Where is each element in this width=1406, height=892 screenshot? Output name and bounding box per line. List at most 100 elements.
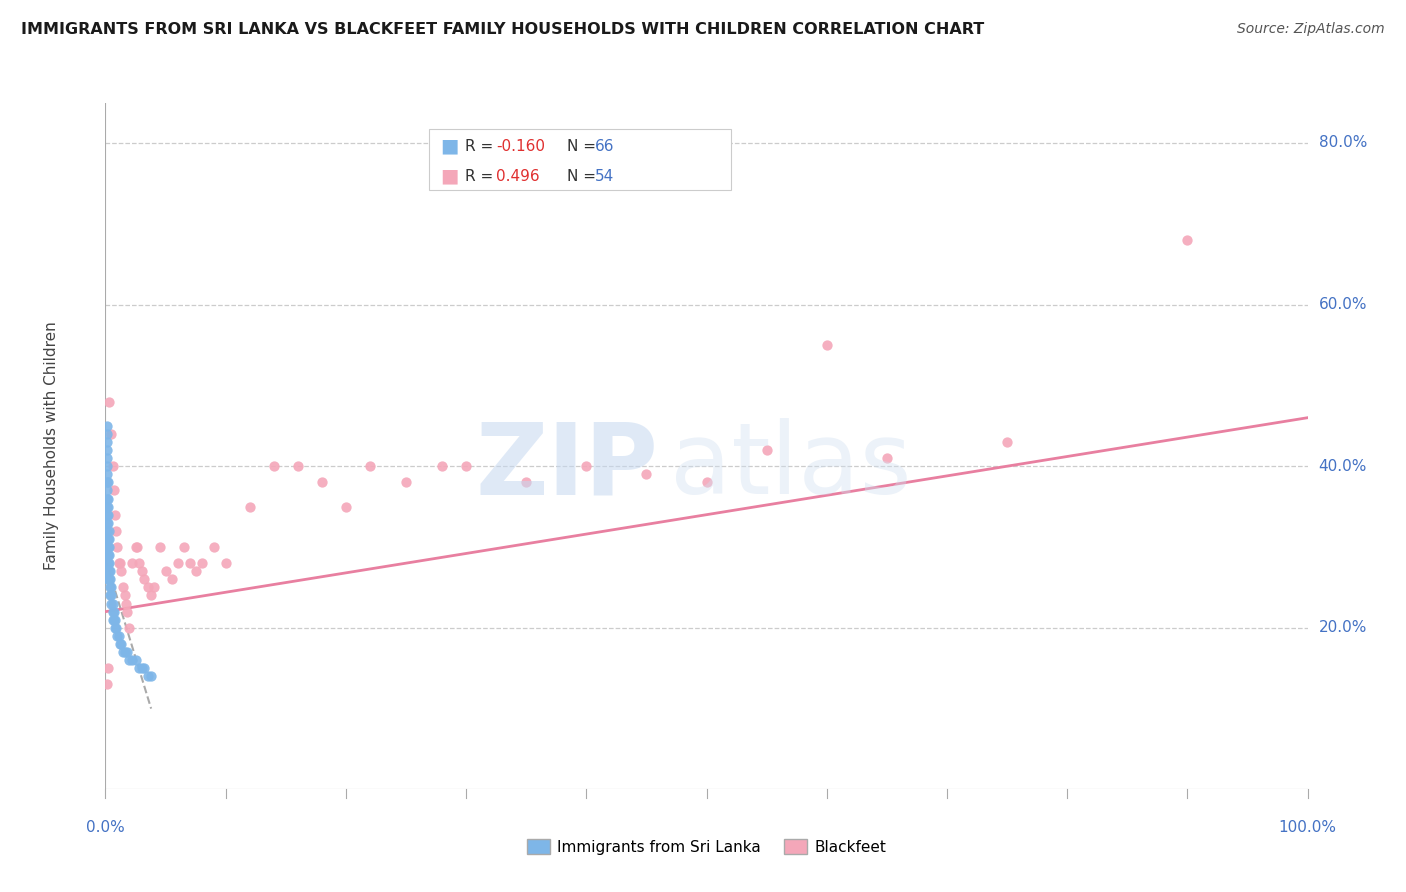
- Point: [100, 589, 122, 603]
- Point: [311, 475, 333, 490]
- Point: [104, 613, 127, 627]
- Point: [98, 572, 121, 586]
- Point: [97, 516, 120, 530]
- Text: 0.0%: 0.0%: [86, 820, 125, 835]
- Point: [136, 581, 159, 595]
- Point: [96, 556, 118, 570]
- Point: [148, 540, 170, 554]
- Point: [214, 556, 236, 570]
- Point: [108, 556, 131, 570]
- Point: [103, 605, 125, 619]
- Point: [166, 556, 188, 570]
- Point: [96, 451, 118, 466]
- Point: [97, 475, 120, 490]
- Point: [124, 540, 146, 554]
- Point: [104, 621, 127, 635]
- Text: ■: ■: [440, 136, 458, 155]
- Text: R =: R =: [465, 138, 499, 153]
- Point: [115, 597, 138, 611]
- Point: [755, 443, 778, 458]
- Point: [96, 443, 118, 458]
- Point: [97, 548, 120, 562]
- Point: [142, 581, 165, 595]
- Point: [124, 653, 146, 667]
- Point: [118, 621, 141, 635]
- Text: R =: R =: [465, 169, 499, 184]
- Point: [100, 597, 122, 611]
- Point: [97, 508, 120, 522]
- Point: [110, 637, 132, 651]
- Point: [96, 475, 118, 490]
- Point: [454, 459, 477, 474]
- Point: [98, 556, 121, 570]
- Point: [96, 483, 118, 498]
- Point: [184, 564, 207, 578]
- Point: [110, 564, 132, 578]
- Text: -0.160: -0.160: [496, 138, 546, 153]
- Point: [100, 426, 122, 441]
- Point: [98, 564, 121, 578]
- Point: [115, 605, 138, 619]
- Point: [202, 540, 225, 554]
- Point: [101, 459, 124, 474]
- Point: [1175, 233, 1198, 247]
- Legend: Immigrants from Sri Lanka, Blackfeet: Immigrants from Sri Lanka, Blackfeet: [520, 832, 893, 861]
- Point: [97, 500, 120, 514]
- Point: [359, 459, 381, 474]
- Point: [395, 475, 418, 490]
- Point: [96, 532, 118, 546]
- Point: [98, 589, 121, 603]
- Point: [131, 661, 153, 675]
- Point: [97, 540, 120, 554]
- Point: [815, 338, 838, 352]
- Point: [239, 500, 262, 514]
- Point: [515, 475, 537, 490]
- Point: [121, 556, 143, 570]
- Point: [139, 589, 162, 603]
- Point: [121, 653, 143, 667]
- Point: [190, 556, 212, 570]
- Point: [636, 467, 658, 482]
- Text: 40.0%: 40.0%: [1319, 458, 1367, 474]
- Point: [98, 394, 121, 409]
- Point: [131, 564, 153, 578]
- Point: [100, 581, 122, 595]
- Point: [173, 540, 195, 554]
- Point: [103, 613, 125, 627]
- Point: [108, 637, 131, 651]
- Point: [128, 556, 150, 570]
- Text: 60.0%: 60.0%: [1319, 297, 1367, 312]
- Text: 66: 66: [595, 138, 614, 153]
- Point: [101, 605, 124, 619]
- Text: N =: N =: [567, 138, 600, 153]
- Point: [107, 540, 129, 554]
- Point: [132, 572, 155, 586]
- Point: [114, 645, 136, 659]
- Point: [96, 459, 118, 474]
- Point: [96, 500, 118, 514]
- Point: [114, 589, 136, 603]
- Point: [118, 653, 141, 667]
- Point: [98, 564, 121, 578]
- Point: [96, 677, 118, 691]
- Text: N =: N =: [567, 169, 600, 184]
- Point: [98, 581, 121, 595]
- Point: [155, 564, 177, 578]
- Text: ZIP: ZIP: [475, 418, 658, 515]
- Text: 54: 54: [595, 169, 614, 184]
- Point: [287, 459, 309, 474]
- Point: [96, 572, 118, 586]
- Text: ■: ■: [440, 167, 458, 186]
- Point: [96, 508, 118, 522]
- Point: [105, 621, 128, 635]
- Text: 100.0%: 100.0%: [1278, 820, 1337, 835]
- Point: [105, 524, 128, 538]
- Point: [160, 572, 183, 586]
- Point: [136, 669, 159, 683]
- Point: [112, 581, 135, 595]
- Point: [101, 597, 124, 611]
- Point: [96, 548, 118, 562]
- Point: [263, 459, 285, 474]
- Point: [335, 500, 357, 514]
- Point: [96, 467, 118, 482]
